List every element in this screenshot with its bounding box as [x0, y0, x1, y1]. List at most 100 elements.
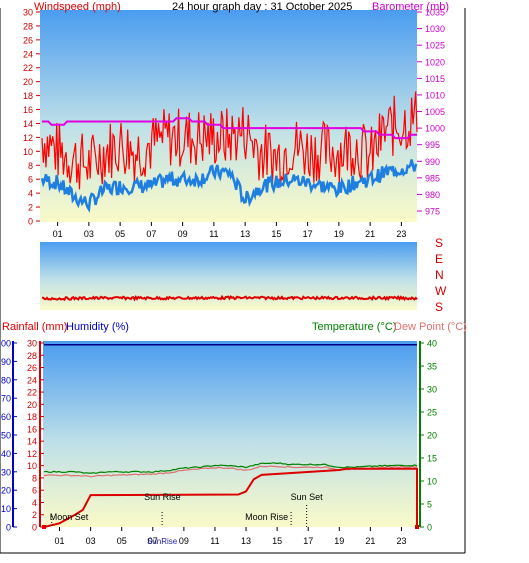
temperature-tick-label: 30 — [427, 385, 437, 395]
wind-direction-labels: S E N W S — [435, 236, 447, 314]
temperature-tick-label: 35 — [427, 362, 437, 372]
barometer-series — [42, 117, 417, 140]
sun-rise-label: Sun Rise — [144, 492, 181, 502]
barometer-tick-label: 1005 — [425, 107, 445, 117]
humidity-tick-label: 20 — [1, 486, 11, 496]
rainfall-tick-label: 6 — [32, 486, 37, 496]
sun-rise-axis-label: SunRise — [147, 537, 178, 546]
rainfall-label: Rainfall (mm) — [2, 321, 67, 333]
rainfall-tick-label: 10 — [27, 461, 37, 471]
bottom-time-tick-label: 03 — [86, 536, 96, 546]
bottom-time-tick-label: 15 — [272, 536, 282, 546]
dir-label-n: N — [435, 268, 444, 282]
barometer-tick-label: 980 — [425, 190, 440, 200]
bottom-time-tick-label: 19 — [334, 536, 344, 546]
windspeed-tick-label: 8 — [28, 161, 33, 171]
top-time-tick-label: 01 — [53, 229, 63, 239]
humidity-tick-label: 50 — [1, 431, 11, 441]
humidity-tick-label: 30 — [1, 467, 11, 477]
gust-series — [41, 91, 418, 190]
barometer-tick-label: 990 — [425, 157, 440, 167]
top-time-tick-label: 09 — [178, 229, 188, 239]
rainfall-tick-label: 0 — [32, 523, 37, 533]
rainfall-tick-label: 4 — [32, 498, 37, 508]
rainfall-tick-label: 2 — [32, 510, 37, 520]
windspeed-tick-label: 0 — [28, 217, 33, 227]
bottom-time-tick-label: 21 — [365, 536, 375, 546]
dir-label-w: W — [435, 284, 447, 298]
windspeed-tick-label: 12 — [23, 133, 33, 143]
rainfall-tick-label: 20 — [27, 400, 37, 410]
temperature-tick-label: 0 — [427, 523, 432, 533]
wind-baro-plot-area — [40, 10, 417, 222]
rainfall-tick-label: 30 — [27, 339, 37, 349]
barometer-tick-label: 1035 — [425, 8, 445, 18]
wind-direction-plot-area — [40, 242, 417, 310]
top-time-tick-label: 19 — [334, 229, 344, 239]
temperature-axis: 0 5 10 15 20 25 30 35 40 — [420, 339, 437, 533]
rainfall-tick-label: 24 — [27, 375, 37, 385]
rain-temp-plot-area — [43, 341, 417, 527]
humidity-axis: 0 10 20 30 40 50 60 70 80 90 100 — [0, 339, 17, 533]
wind-direction-series — [41, 294, 418, 302]
humidity-tick-label: 10 — [1, 504, 11, 514]
bottom-time-tick-label: 17 — [303, 536, 313, 546]
rainfall-tick-label: 26 — [27, 363, 37, 373]
rainfall-tick-label: 28 — [27, 351, 37, 361]
dew-point-label: Dew Point (°C) — [394, 321, 467, 333]
temperature-tick-label: 15 — [427, 454, 437, 464]
windspeed-tick-label: 16 — [23, 105, 33, 115]
top-time-tick-label: 13 — [240, 229, 250, 239]
windspeed-tick-label: 26 — [23, 35, 33, 45]
rainfall-series — [43, 467, 418, 528]
moon-set-label: Moon Set — [50, 512, 89, 522]
top-time-tick-label: 03 — [84, 229, 94, 239]
top-time-axis: 01 03 05 07 09 11 13 15 17 19 21 23 — [53, 222, 406, 239]
windspeed-tick-label: 18 — [23, 91, 33, 101]
windspeed-tick-label: 22 — [23, 63, 33, 73]
barometer-tick-label: 1025 — [425, 41, 445, 51]
humidity-tick-label: 70 — [1, 394, 11, 404]
rainfall-tick-label: 18 — [27, 412, 37, 422]
humidity-tick-label: 40 — [1, 449, 11, 459]
top-time-tick-label: 17 — [303, 229, 313, 239]
bottom-time-tick-label: 11 — [210, 536, 219, 546]
rainfall-end-marker — [415, 525, 419, 529]
rainfall-tick-label: 8 — [32, 473, 37, 483]
wind-direction-panel — [40, 242, 418, 310]
humidity-tick-label: 60 — [1, 412, 11, 422]
chart-title: 24 hour graph day : 31 October 2025 — [172, 1, 352, 13]
windspeed-tick-label: 30 — [23, 8, 33, 18]
temperature-tick-label: 25 — [427, 408, 437, 418]
humidity-tick-label: 80 — [1, 375, 11, 385]
humidity-tick-label: 0 — [6, 523, 11, 533]
temperature-tick-label: 40 — [427, 339, 437, 349]
temperature-label: Temperature (°C) — [312, 321, 396, 333]
windspeed-tick-label: 28 — [23, 21, 33, 31]
bottom-time-tick-label: 09 — [179, 536, 189, 546]
windspeed-label: Windspeed (mph) — [34, 1, 121, 13]
bottom-time-tick-label: 01 — [55, 536, 65, 546]
bottom-time-tick-label: 23 — [396, 536, 406, 546]
top-time-tick-label: 21 — [365, 229, 375, 239]
windspeed-tick-label: 4 — [28, 189, 33, 199]
temperature-tick-label: 20 — [427, 431, 437, 441]
windspeed-tick-label: 6 — [28, 175, 33, 185]
temperature-tick-label: 10 — [427, 477, 437, 487]
barometer-tick-label: 975 — [425, 207, 440, 217]
windspeed-tick-label: 24 — [23, 49, 33, 59]
top-time-tick-label: 15 — [271, 229, 281, 239]
temperature-tick-label: 5 — [427, 500, 432, 510]
bottom-time-tick-label: 05 — [117, 536, 127, 546]
rainfall-tick-label: 16 — [27, 424, 37, 434]
barometer-label: Barometer (mb) — [372, 1, 449, 13]
windspeed-tick-label: 20 — [23, 77, 33, 87]
dir-label-s-top: S — [435, 236, 443, 250]
windspeed-tick-label: 10 — [23, 147, 33, 157]
top-time-tick-label: 11 — [209, 229, 218, 239]
bottom-time-tick-label: 07 — [148, 536, 158, 546]
